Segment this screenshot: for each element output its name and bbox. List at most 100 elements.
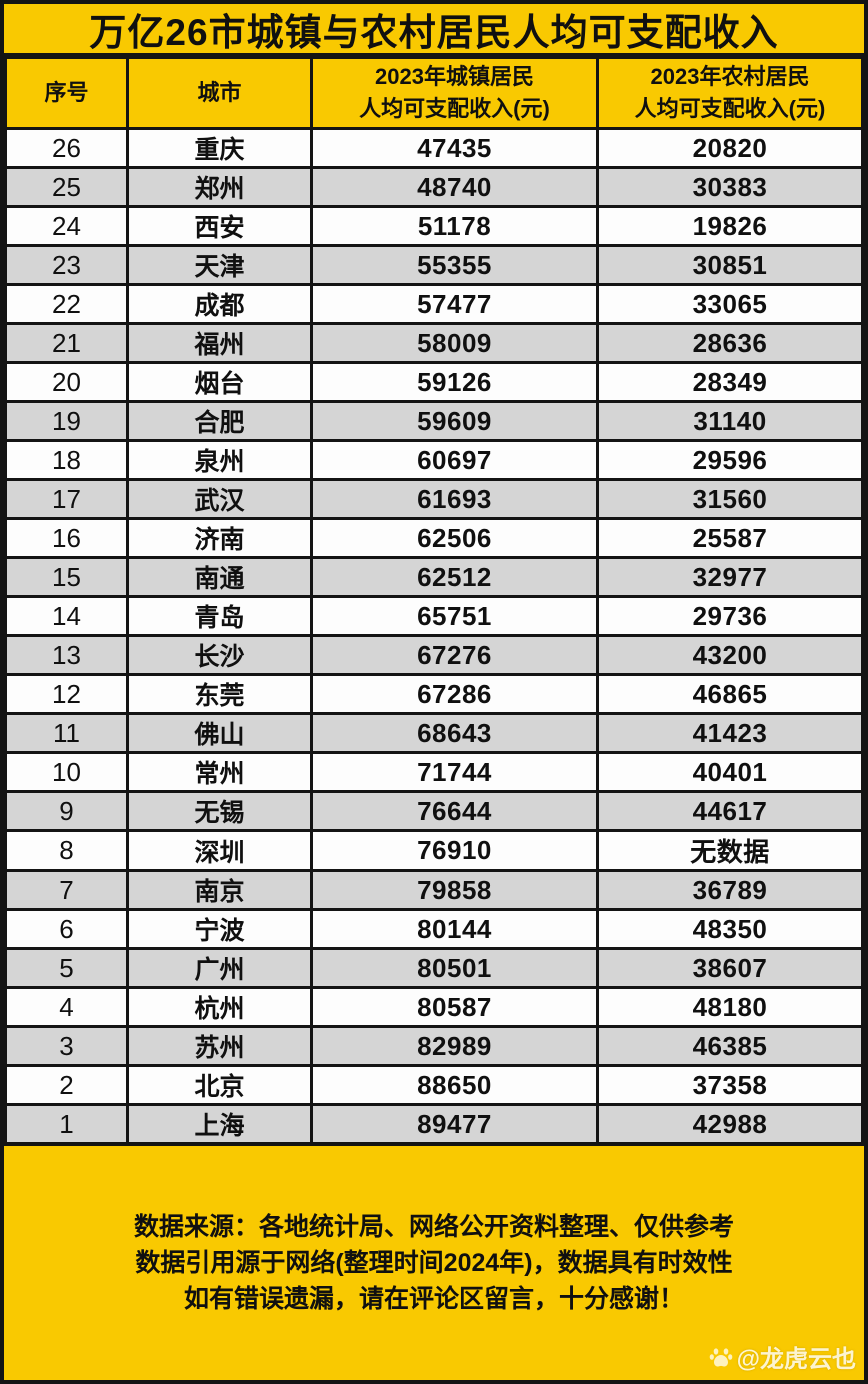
- footer: 数据来源：各地统计局、网络公开资料整理、仅供参考 数据引用源于网络(整理时间20…: [4, 1145, 864, 1380]
- table-row: 10 常州 71744 40401: [4, 751, 864, 793]
- urban-income-cell: 47435: [310, 127, 599, 169]
- city-cell: 上海: [126, 1103, 313, 1145]
- urban-income-cell: 62506: [310, 517, 599, 559]
- table-row: 21 福州 58009 28636: [4, 322, 864, 364]
- urban-income-cell: 79858: [310, 869, 599, 911]
- urban-income-cell: 82989: [310, 1025, 599, 1067]
- city-cell: 青岛: [126, 595, 313, 637]
- rural-income-cell: 40401: [596, 751, 864, 793]
- table-row: 22 成都 57477 33065: [4, 283, 864, 325]
- urban-income-cell: 89477: [310, 1103, 599, 1145]
- rural-income-cell: 46385: [596, 1025, 864, 1067]
- table-row: 9 无锡 76644 44617: [4, 790, 864, 832]
- rank-cell: 6: [4, 908, 129, 950]
- rural-income-cell: 48350: [596, 908, 864, 950]
- city-cell: 天津: [126, 244, 313, 286]
- table-row: 18 泉州 60697 29596: [4, 439, 864, 481]
- table-row: 3 苏州 82989 46385: [4, 1025, 864, 1067]
- table-row: 8 深圳 76910 无数据: [4, 829, 864, 872]
- page-title: 万亿26市城镇与农村居民人均可支配收入: [4, 4, 864, 56]
- income-table: 序号 城市 2023年城镇居民 人均可支配收入(元) 2023年农村居民 人均可…: [4, 56, 864, 1145]
- table-row: 4 杭州 80587 48180: [4, 986, 864, 1028]
- table-row: 23 天津 55355 30851: [4, 244, 864, 286]
- city-cell: 深圳: [126, 829, 313, 872]
- rank-cell: 22: [4, 283, 129, 325]
- city-cell: 福州: [126, 322, 313, 364]
- urban-income-cell: 80501: [310, 947, 599, 989]
- urban-income-cell: 58009: [310, 322, 599, 364]
- urban-income-cell: 48740: [310, 166, 599, 208]
- urban-income-cell: 80587: [310, 986, 599, 1028]
- watermark: @龙虎云也: [709, 1339, 856, 1374]
- city-cell: 泉州: [126, 439, 313, 481]
- city-cell: 苏州: [126, 1025, 313, 1067]
- urban-income-cell: 55355: [310, 244, 599, 286]
- table-row: 17 武汉 61693 31560: [4, 478, 864, 520]
- header-rural-income-line2: 人均可支配收入(元): [634, 96, 826, 121]
- rank-cell: 1: [4, 1103, 129, 1145]
- rural-income-cell: 30383: [596, 166, 864, 208]
- header-city: 城市: [126, 56, 313, 130]
- rank-cell: 16: [4, 517, 129, 559]
- table-row: 25 郑州 48740 30383: [4, 166, 864, 208]
- urban-income-cell: 67286: [310, 673, 599, 715]
- table-body: 26 重庆 47435 20820 25 郑州 48740 30383 24 西安 51178 198…: [4, 127, 864, 1145]
- rank-cell: 9: [4, 790, 129, 832]
- table-row: 12 东莞 67286 46865: [4, 673, 864, 715]
- city-cell: 佛山: [126, 712, 313, 754]
- rank-cell: 25: [4, 166, 129, 208]
- table-row: 15 南通 62512 32977: [4, 556, 864, 598]
- table-row: 19 合肥 59609 31140: [4, 400, 864, 442]
- rural-income-cell: 29596: [596, 439, 864, 481]
- table-row: 1 上海 89477 42988: [4, 1103, 864, 1145]
- table-row: 7 南京 79858 36789: [4, 869, 864, 911]
- header-rural-income-line1: 2023年农村居民: [650, 64, 810, 90]
- city-cell: 广州: [126, 947, 313, 989]
- urban-income-cell: 67276: [310, 634, 599, 676]
- table-row: 6 宁波 80144 48350: [4, 908, 864, 950]
- header-urban-income-line1: 2023年城镇居民: [375, 64, 534, 90]
- urban-income-cell: 62512: [310, 556, 599, 598]
- rank-cell: 4: [4, 986, 129, 1028]
- rural-income-cell: 44617: [596, 790, 864, 832]
- table-header: 序号 城市 2023年城镇居民 人均可支配收入(元) 2023年农村居民 人均可…: [4, 56, 864, 130]
- rank-cell: 2: [4, 1064, 129, 1106]
- rank-cell: 7: [4, 869, 129, 911]
- urban-income-cell: 51178: [310, 205, 599, 247]
- city-cell: 西安: [126, 205, 313, 247]
- city-cell: 郑州: [126, 166, 313, 208]
- city-cell: 无锡: [126, 790, 313, 832]
- rural-income-cell: 46865: [596, 673, 864, 715]
- city-cell: 济南: [126, 517, 313, 559]
- rank-cell: 8: [4, 829, 129, 872]
- rural-income-cell: 41423: [596, 712, 864, 754]
- footer-source-line: 数据来源：各地统计局、网络公开资料整理、仅供参考: [133, 1212, 734, 1241]
- header-urban-income-line2: 人均可支配收入(元): [359, 96, 550, 121]
- rank-cell: 11: [4, 712, 129, 754]
- rank-cell: 3: [4, 1025, 129, 1067]
- city-cell: 南京: [126, 869, 313, 911]
- rank-cell: 14: [4, 595, 129, 637]
- table-row: 20 烟台 59126 28349: [4, 361, 864, 403]
- rural-income-cell: 20820: [596, 127, 864, 169]
- urban-income-cell: 80144: [310, 908, 599, 950]
- rural-income-cell: 25587: [596, 517, 864, 559]
- table-row: 16 济南 62506 25587: [4, 517, 864, 559]
- rural-income-cell: 36789: [596, 869, 864, 911]
- city-cell: 北京: [126, 1064, 313, 1106]
- rank-cell: 23: [4, 244, 129, 286]
- city-cell: 合肥: [126, 400, 313, 442]
- watermark-text: @龙虎云也: [736, 1346, 856, 1373]
- urban-income-cell: 60697: [310, 439, 599, 481]
- footer-feedback-line: 如有错误遗漏，请在评论区留言，十分感谢！: [183, 1284, 684, 1313]
- table-row: 11 佛山 68643 41423: [4, 712, 864, 754]
- rank-cell: 20: [4, 361, 129, 403]
- city-cell: 重庆: [126, 127, 313, 169]
- table-header-row: 序号 城市 2023年城镇居民 人均可支配收入(元) 2023年农村居民 人均可…: [4, 56, 864, 130]
- rural-income-cell: 无数据: [596, 829, 864, 872]
- table-row: 2 北京 88650 37358: [4, 1064, 864, 1106]
- city-cell: 成都: [126, 283, 313, 325]
- city-cell: 烟台: [126, 361, 313, 403]
- rural-income-cell: 28636: [596, 322, 864, 364]
